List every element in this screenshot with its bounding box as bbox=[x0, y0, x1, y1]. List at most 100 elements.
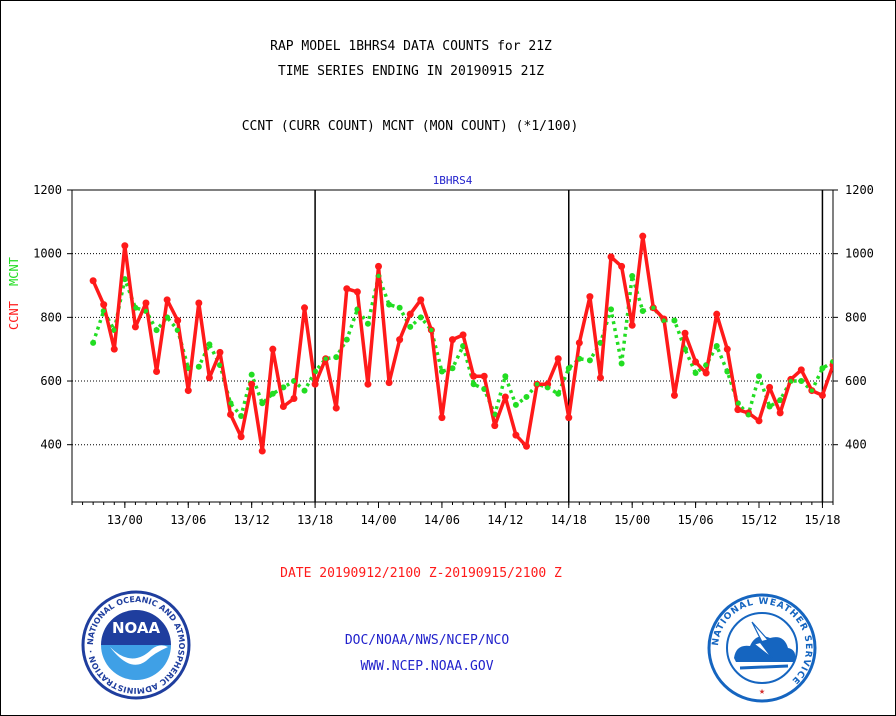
mcnt-overlay-point bbox=[408, 324, 413, 330]
ccnt-point bbox=[639, 232, 647, 240]
mcnt-overlay-point bbox=[767, 404, 772, 409]
ccnt-point bbox=[406, 310, 414, 318]
plot-title: 1BHRS4 bbox=[433, 174, 473, 187]
mcnt-overlay-point bbox=[281, 385, 286, 390]
mcnt-overlay-point bbox=[133, 305, 138, 310]
mcnt-overlay-point bbox=[598, 340, 603, 346]
ccnt-point bbox=[480, 372, 488, 380]
ccnt-point bbox=[89, 277, 97, 285]
ccnt-point bbox=[692, 358, 700, 366]
ccnt-point bbox=[100, 301, 108, 309]
mcnt-overlay-point bbox=[799, 378, 804, 384]
ccnt-point bbox=[174, 317, 182, 325]
mcnt-overlay-point bbox=[175, 327, 180, 333]
ccnt-point bbox=[353, 288, 361, 296]
ccnt-point bbox=[575, 339, 583, 347]
mcnt-overlay-point bbox=[365, 321, 371, 326]
y-axis-label-mcnt: MCNT bbox=[7, 257, 21, 286]
y-tick-label-right: 1000 bbox=[845, 247, 874, 261]
noaa-logo: NATIONAL OCEANIC AND ATMOSPHERIC ADMINIS… bbox=[80, 589, 191, 700]
ccnt-point bbox=[364, 380, 372, 388]
ccnt-point bbox=[396, 336, 404, 344]
mcnt-overlay-point bbox=[217, 362, 223, 368]
ccnt-point bbox=[290, 395, 298, 403]
nws-logo: NATIONAL WEATHER SERVICE ★ bbox=[707, 593, 817, 703]
ccnt-point bbox=[766, 383, 774, 391]
ccnt-point bbox=[343, 285, 351, 293]
ccnt-point bbox=[131, 323, 139, 331]
ccnt-point bbox=[522, 442, 530, 450]
mcnt-overlay-point bbox=[682, 346, 688, 352]
ccnt-point bbox=[205, 374, 213, 382]
mcnt-overlay-point bbox=[101, 308, 106, 314]
mcnt-overlay-point bbox=[429, 327, 434, 333]
x-tick-label: 13/18 bbox=[297, 513, 333, 527]
svg-text:NOAA: NOAA bbox=[112, 619, 161, 637]
mcnt-overlay-point bbox=[112, 327, 117, 333]
y-tick-label-right: 600 bbox=[845, 374, 867, 388]
mcnt-overlay-point bbox=[693, 370, 698, 376]
mcnt-overlay-point bbox=[460, 343, 466, 349]
ccnt-point bbox=[110, 345, 118, 353]
x-tick-label: 14/06 bbox=[424, 513, 460, 527]
ccnt-point bbox=[153, 367, 161, 375]
mcnt-overlay-point bbox=[228, 401, 233, 406]
mcnt-overlay-point bbox=[629, 273, 635, 279]
ccnt-point bbox=[470, 372, 478, 380]
ccnt-point bbox=[121, 242, 129, 250]
x-tick-label: 14/00 bbox=[360, 513, 396, 527]
x-tick-label: 13/00 bbox=[107, 513, 143, 527]
y-tick-label-right: 400 bbox=[845, 438, 867, 452]
mcnt-overlay-point bbox=[386, 302, 392, 307]
mcnt-overlay-point bbox=[450, 366, 455, 371]
mcnt-overlay-point bbox=[577, 356, 582, 361]
y-tick-label-right: 1200 bbox=[845, 183, 874, 197]
mcnt-overlay-point bbox=[820, 366, 825, 371]
mcnt-overlay-point bbox=[651, 305, 656, 310]
ccnt-point bbox=[248, 380, 256, 388]
mcnt-overlay-point bbox=[312, 369, 318, 374]
y-tick-label-left: 400 bbox=[40, 438, 62, 452]
mcnt-overlay-point bbox=[397, 305, 402, 310]
mcnt-overlay-point bbox=[503, 374, 508, 379]
mcnt-overlay-point bbox=[852, 339, 856, 343]
ccnt-point bbox=[301, 304, 309, 312]
y-tick-label-left: 1000 bbox=[33, 247, 62, 261]
ccnt-point bbox=[618, 262, 626, 270]
ccnt-point bbox=[279, 402, 287, 410]
mcnt-point bbox=[841, 356, 847, 362]
ccnt-point bbox=[512, 431, 520, 439]
mcnt-overlay-point bbox=[545, 385, 550, 390]
ccnt-point bbox=[723, 345, 731, 353]
x-tick-label: 14/12 bbox=[487, 513, 523, 527]
mcnt-overlay-point bbox=[207, 342, 212, 347]
title-line-2: TIME SERIES ENDING IN 20190915 21Z bbox=[277, 64, 545, 79]
mcnt-overlay-point bbox=[672, 318, 677, 323]
mcnt-overlay-point bbox=[746, 412, 751, 417]
mcnt-overlay-point bbox=[376, 273, 381, 279]
x-tick-label: 15/00 bbox=[614, 513, 650, 527]
mcnt-overlay-point bbox=[714, 343, 719, 349]
mcnt-overlay-point bbox=[154, 327, 159, 333]
ccnt-point bbox=[227, 410, 235, 418]
ccnt-point bbox=[216, 348, 224, 356]
mcnt-overlay-point bbox=[471, 382, 476, 387]
x-tick-label: 15/18 bbox=[804, 513, 840, 527]
mcnt-overlay-point bbox=[238, 413, 244, 419]
ccnt-point bbox=[586, 293, 594, 301]
ccnt-point bbox=[501, 393, 509, 401]
mcnt-overlay-point bbox=[777, 397, 783, 403]
ccnt-point bbox=[554, 355, 562, 363]
ccnt-point bbox=[702, 369, 710, 377]
ccnt-point bbox=[385, 379, 393, 387]
ccnt-point bbox=[755, 417, 763, 425]
ccnt-point bbox=[596, 374, 604, 382]
ccnt-point bbox=[258, 447, 266, 455]
mcnt-overlay-point bbox=[841, 357, 845, 361]
mcnt-overlay-point bbox=[164, 315, 170, 320]
mcnt-overlay-point bbox=[355, 307, 360, 312]
ccnt-point bbox=[184, 387, 192, 395]
mcnt-overlay-point bbox=[90, 340, 96, 346]
mcnt-overlay-point bbox=[524, 394, 529, 400]
mcnt-overlay-point bbox=[482, 386, 487, 392]
